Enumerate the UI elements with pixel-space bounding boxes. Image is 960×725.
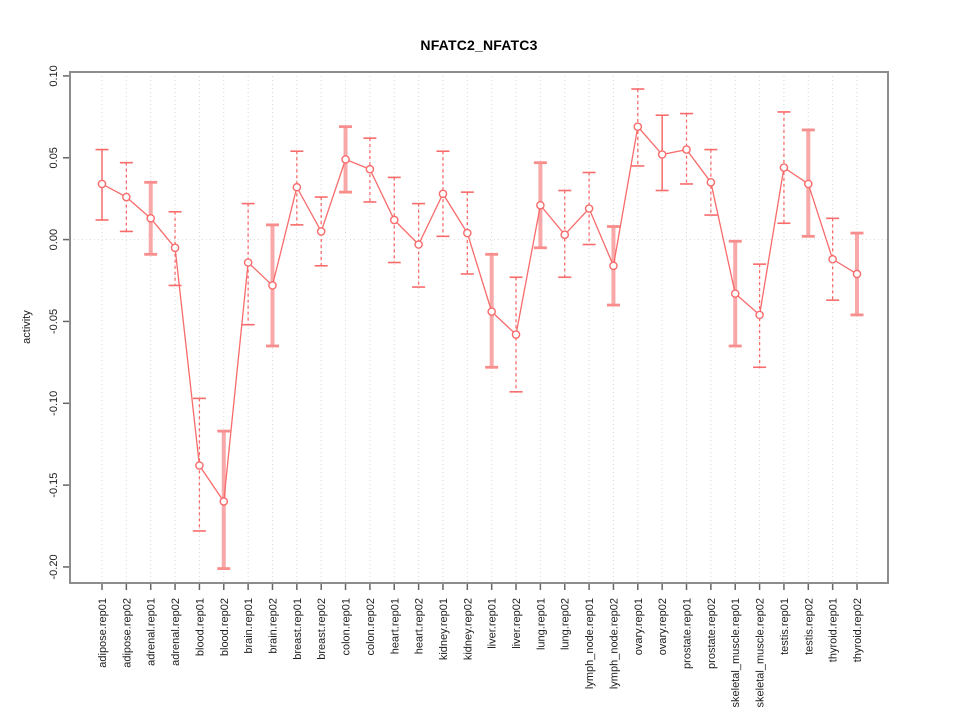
data-point	[146, 214, 156, 223]
chart-title: NFATC2_NFATC3	[420, 37, 538, 53]
data-point	[97, 179, 107, 189]
series-line	[101, 125, 858, 504]
data-point	[292, 182, 302, 192]
y-tick-label: -0.20	[48, 554, 60, 579]
x-tick-label: heart.rep01	[389, 598, 401, 654]
data-point	[657, 150, 667, 159]
x-tick-label: lymph_node.rep02	[608, 598, 620, 689]
x-tick-label: testis.rep02	[803, 598, 815, 655]
data-point	[122, 192, 131, 202]
data-point	[852, 269, 862, 279]
y-tick-label: -0.10	[48, 391, 60, 416]
data-point	[268, 281, 277, 290]
data-point	[803, 179, 813, 189]
data-point	[706, 178, 716, 187]
x-tick-label: blood.rep02	[219, 598, 231, 656]
x-tick-label: liver.rep01	[487, 598, 499, 649]
y-tick-label: 0.10	[48, 65, 60, 86]
y-tick-label: -0.15	[48, 473, 60, 498]
x-tick-label: ovary.rep02	[657, 598, 669, 655]
data-point	[633, 122, 643, 131]
plot-frame	[69, 71, 889, 584]
x-tick-label: blood.rep01	[194, 598, 206, 656]
x-tick-label: kidney.rep01	[438, 598, 450, 660]
x-tick-label: colon.rep01	[341, 598, 353, 656]
x-tick-label: colon.rep02	[365, 598, 377, 656]
data-point	[219, 497, 229, 506]
x-tick-label: brain.rep01	[243, 598, 255, 654]
data-point	[414, 240, 423, 249]
data-point	[487, 307, 496, 316]
data-point	[438, 189, 448, 199]
data-point	[682, 145, 691, 154]
x-tick-label: lung.rep02	[560, 598, 572, 650]
data-point	[584, 204, 594, 213]
data-point	[463, 228, 472, 238]
data-point	[365, 164, 375, 174]
x-tick-label: breast.rep01	[292, 598, 304, 660]
data-point	[170, 243, 180, 253]
data-point	[536, 200, 545, 210]
data-point	[195, 461, 204, 470]
x-tick-label: lung.rep01	[535, 598, 547, 650]
data-point	[316, 227, 326, 236]
x-tick-label: adipose.rep02	[121, 598, 133, 668]
x-tick-label: thyroid.rep02	[852, 598, 864, 662]
data-point	[755, 310, 764, 320]
x-tick-label: heart.rep02	[414, 598, 426, 654]
x-tick-label: prostate.rep01	[682, 598, 694, 669]
x-tick-label: adrenal.rep02	[170, 598, 182, 666]
data-point	[560, 230, 570, 239]
data-point	[779, 163, 789, 172]
x-tick-label: brain.rep02	[267, 598, 279, 654]
y-tick-label: -0.05	[48, 309, 60, 334]
x-tick-label: lymph_node.rep01	[584, 598, 596, 689]
x-tick-label: ovary.rep01	[633, 598, 645, 655]
x-tick-label: breast.rep02	[316, 598, 328, 660]
x-tick-label: skeletal_muscle.rep01	[730, 598, 742, 707]
data-point	[511, 330, 521, 339]
y-axis-label: activity	[21, 310, 33, 344]
y-tick-label: 0.05	[48, 147, 60, 168]
x-tick-label: thyroid.rep01	[828, 598, 840, 662]
x-tick-label: testis.rep01	[779, 598, 791, 655]
x-tick-label: adrenal.rep01	[146, 598, 158, 666]
data-point	[609, 261, 618, 271]
data-point	[730, 289, 740, 298]
data-point	[341, 155, 350, 164]
x-tick-label: skeletal_muscle.rep02	[755, 598, 767, 707]
x-tick-label: prostate.rep02	[706, 598, 718, 669]
x-tick-label: kidney.rep02	[462, 598, 474, 660]
data-point	[243, 258, 253, 267]
data-point	[828, 254, 837, 264]
data-point	[389, 215, 399, 225]
x-tick-label: liver.rep02	[511, 598, 523, 649]
y-tick-label: 0.00	[48, 229, 60, 250]
x-tick-label: adipose.rep01	[97, 598, 109, 668]
